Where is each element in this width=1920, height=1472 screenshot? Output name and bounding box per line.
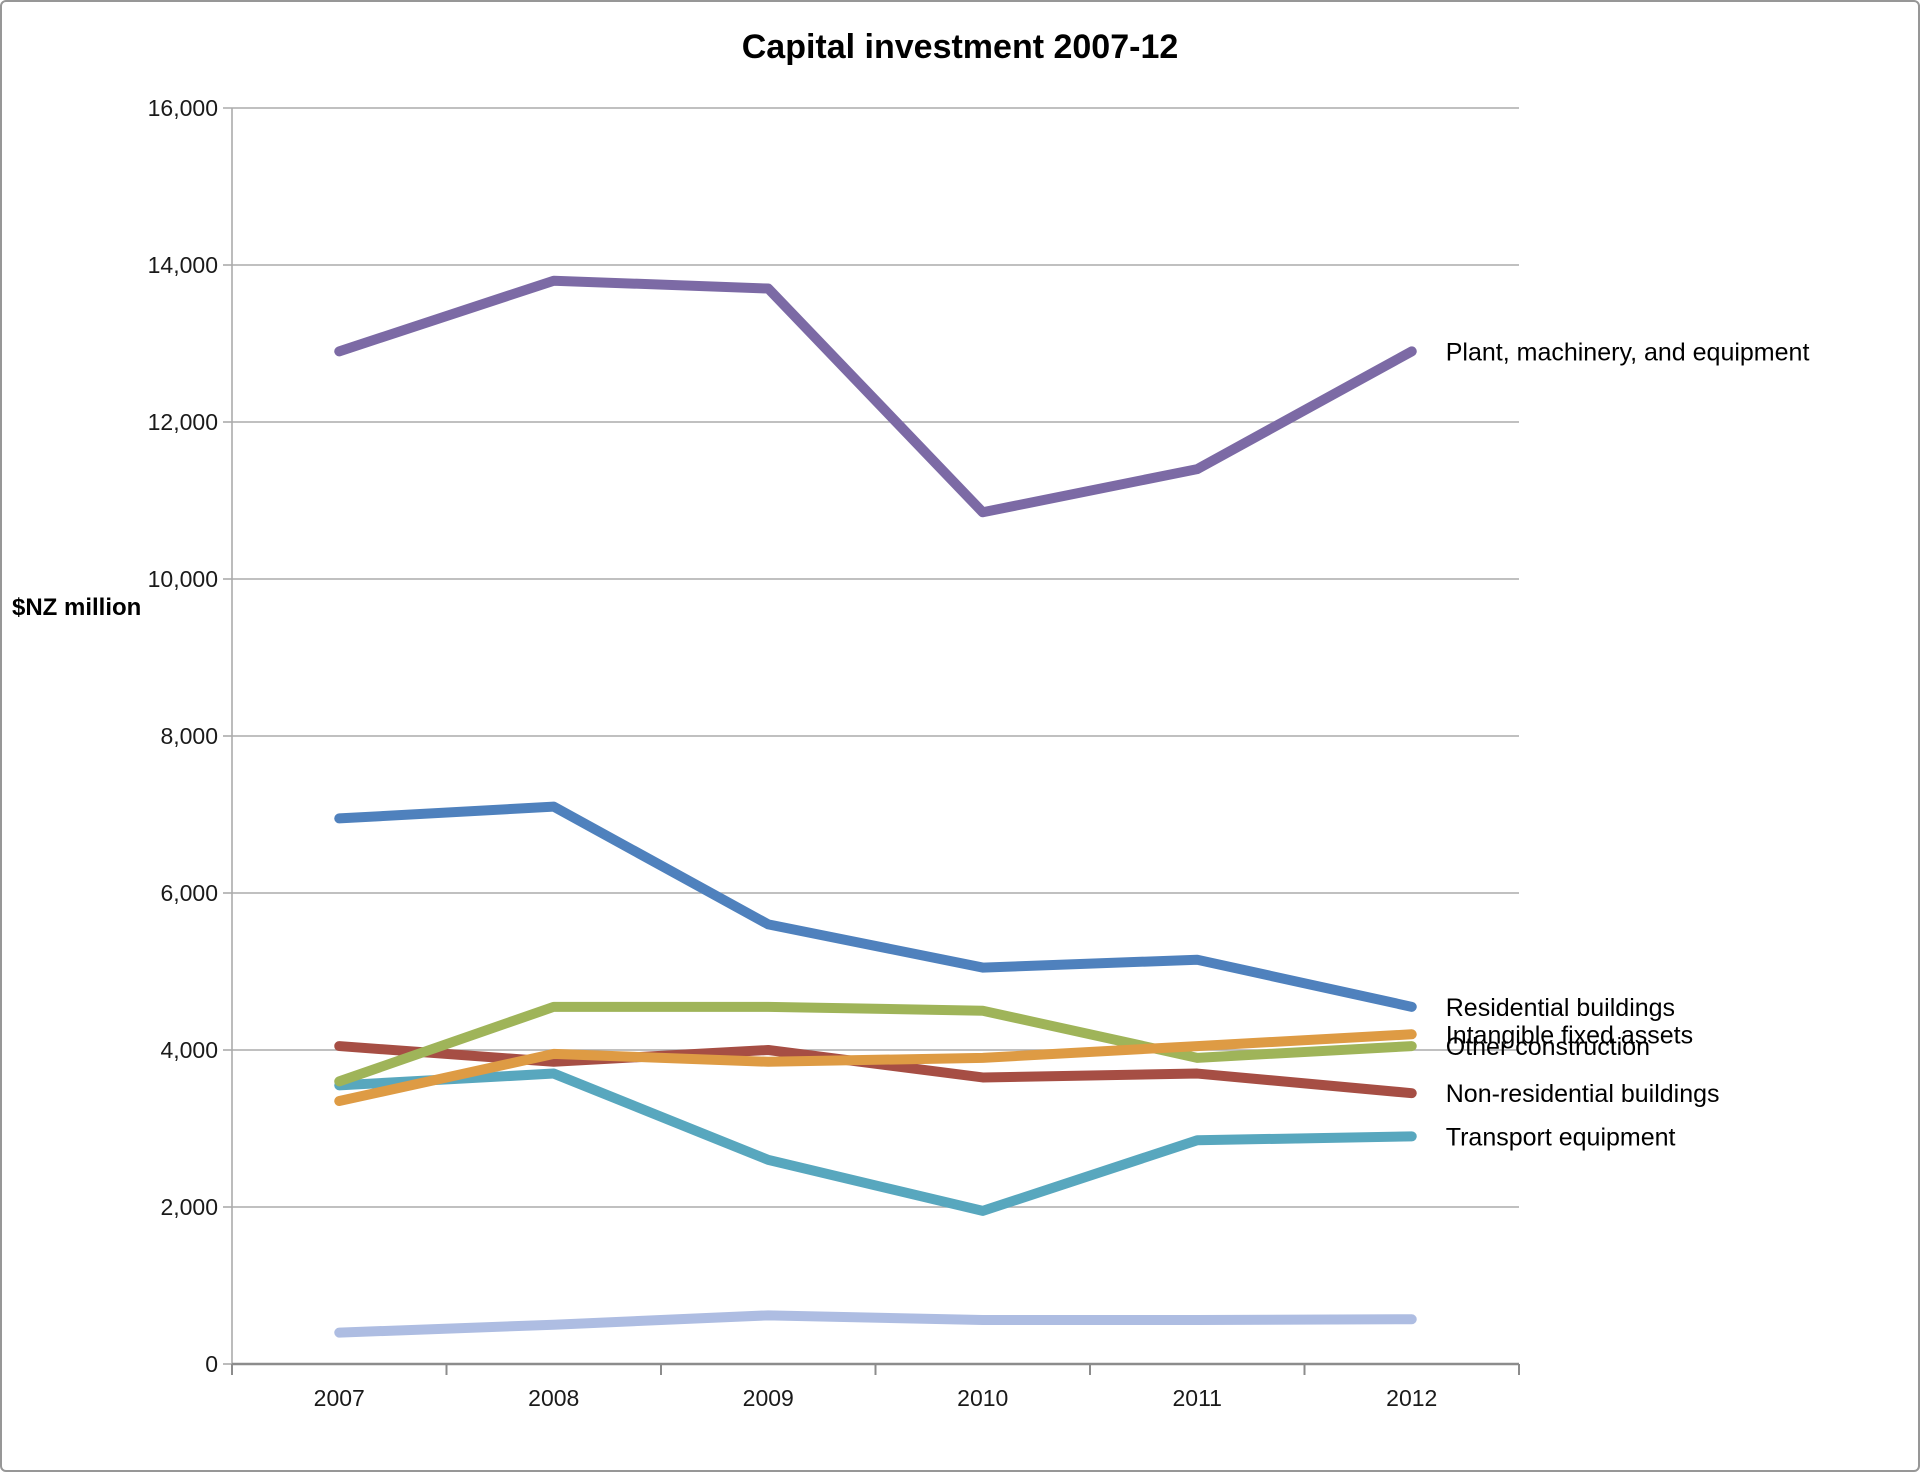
series-end-label: Residential buildings [1446, 994, 1675, 1022]
series-line-plant-machinery-and-equipment [334, 275, 1417, 518]
series-end-label: Intangible fixed assets [1446, 1021, 1693, 1049]
series-end-label: Plant, machinery, and equipment [1446, 338, 1810, 366]
series-line-transport-equipment [334, 1068, 1417, 1216]
series-end-label: Other construction [1446, 1033, 1650, 1061]
series-line-other-construction [334, 1001, 1417, 1087]
x-tick-label: 2007 [314, 1385, 365, 1411]
y-tick-label: 10,000 [148, 566, 218, 592]
y-tick-label: 4,000 [160, 1037, 218, 1063]
x-tick-label: 2012 [1386, 1385, 1437, 1411]
series-end-label: Non-residential buildings [1446, 1080, 1720, 1108]
x-tick-label: 2009 [743, 1385, 794, 1411]
x-tick-label: 2008 [528, 1385, 579, 1411]
series-end-label: Transport equipment [1446, 1123, 1676, 1151]
x-tick-label: 2011 [1173, 1385, 1222, 1411]
y-tick-label: 6,000 [160, 880, 218, 906]
y-tick-label: 12,000 [148, 409, 218, 435]
x-tick-label: 2010 [957, 1385, 1008, 1411]
series-line-residential-buildings [334, 801, 1417, 1012]
y-tick-label: 2,000 [160, 1194, 218, 1220]
chart-title: Capital investment 2007-12 [741, 28, 1179, 66]
y-axis-title: $NZ million [12, 594, 142, 621]
y-tick-label: 16,000 [148, 95, 218, 121]
y-tick-label: 8,000 [160, 723, 218, 749]
y-tick-label: 0 [205, 1351, 218, 1377]
series-line-intangible-fixed-assets [334, 1029, 1417, 1107]
y-tick-label: 14,000 [148, 252, 218, 278]
series-line-unlabeled-6 [334, 1310, 1417, 1338]
